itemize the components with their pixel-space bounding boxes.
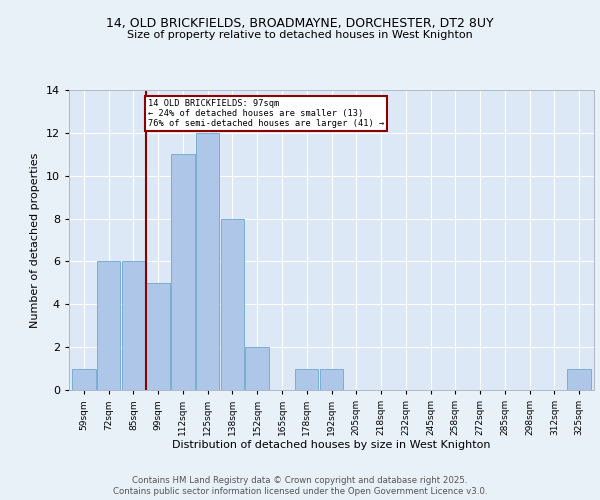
Text: 14 OLD BRICKFIELDS: 97sqm
← 24% of detached houses are smaller (13)
76% of semi-: 14 OLD BRICKFIELDS: 97sqm ← 24% of detac… xyxy=(148,98,384,128)
Bar xyxy=(171,154,194,390)
Bar xyxy=(122,262,145,390)
Bar xyxy=(320,368,343,390)
Text: 14, OLD BRICKFIELDS, BROADMAYNE, DORCHESTER, DT2 8UY: 14, OLD BRICKFIELDS, BROADMAYNE, DORCHES… xyxy=(106,18,494,30)
Bar xyxy=(196,133,220,390)
Bar xyxy=(146,283,170,390)
Bar xyxy=(245,347,269,390)
Bar xyxy=(568,368,591,390)
Y-axis label: Number of detached properties: Number of detached properties xyxy=(30,152,40,328)
Text: Contains HM Land Registry data © Crown copyright and database right 2025.: Contains HM Land Registry data © Crown c… xyxy=(132,476,468,485)
Bar xyxy=(97,262,121,390)
Bar xyxy=(221,218,244,390)
Text: Contains public sector information licensed under the Open Government Licence v3: Contains public sector information licen… xyxy=(113,487,487,496)
Bar xyxy=(295,368,319,390)
Bar xyxy=(72,368,95,390)
Text: Size of property relative to detached houses in West Knighton: Size of property relative to detached ho… xyxy=(127,30,473,40)
X-axis label: Distribution of detached houses by size in West Knighton: Distribution of detached houses by size … xyxy=(172,440,491,450)
